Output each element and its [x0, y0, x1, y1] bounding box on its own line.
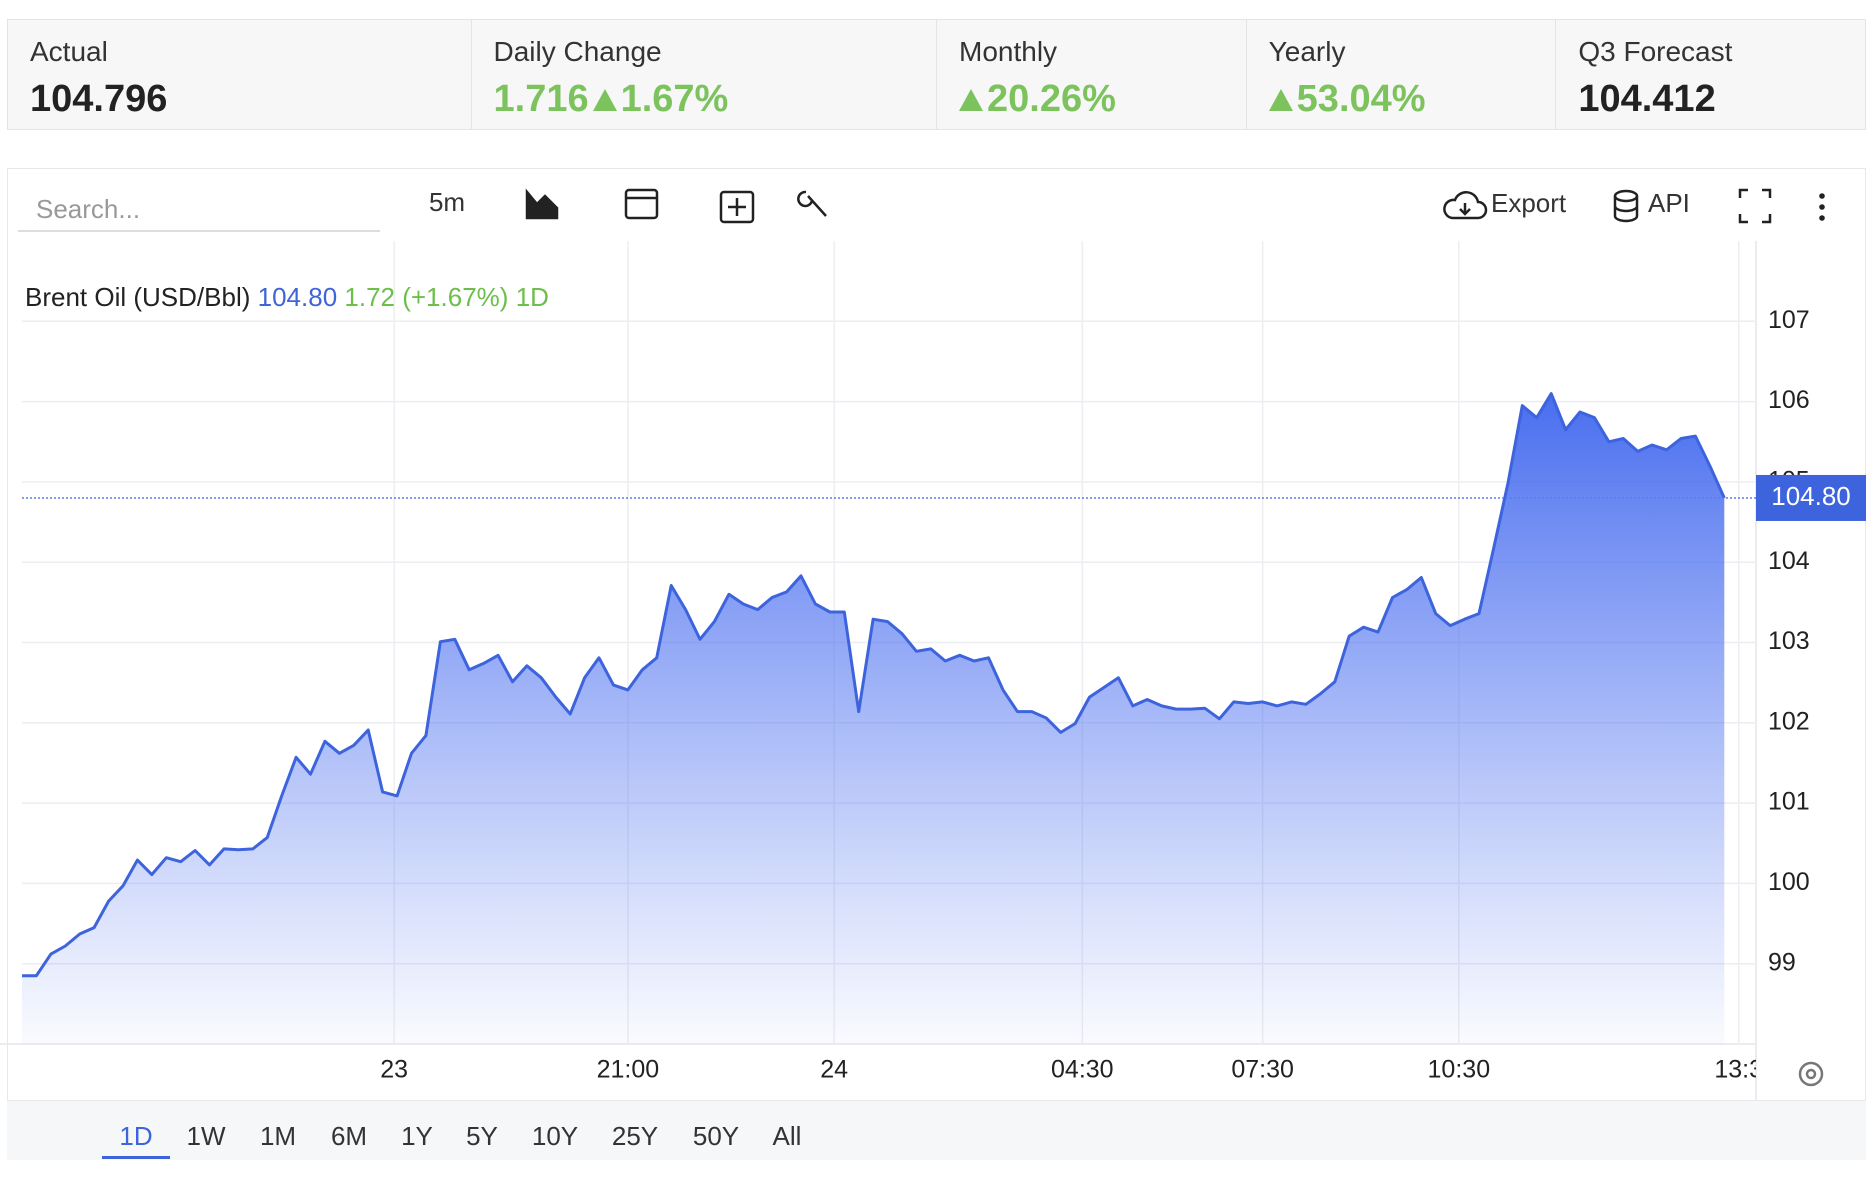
export-button[interactable]: Export	[1491, 188, 1567, 218]
interval-button[interactable]: 5m	[429, 187, 465, 217]
range-button[interactable]: 10Y	[531, 1121, 579, 1151]
range-button[interactable]: 5Y	[466, 1121, 498, 1151]
x-tick-label: 04:30	[1051, 1056, 1114, 1084]
gear	[1798, 1061, 1824, 1087]
tools-icon[interactable]	[797, 190, 827, 217]
y-tick-label: 102	[1768, 707, 1810, 735]
range-button[interactable]: 25Y	[611, 1121, 659, 1151]
stat-value: 1.716	[493, 78, 589, 120]
y-tick-label: 106	[1768, 386, 1810, 414]
area	[22, 393, 1725, 1045]
indicator-icon[interactable]	[719, 190, 755, 224]
range-button[interactable]: 1W	[186, 1121, 226, 1151]
price-badge-label: 104.80	[1771, 481, 1851, 511]
api-icon	[1613, 196, 1639, 223]
up-arrow	[592, 89, 617, 111]
stat: Yearly 53.04%	[1247, 20, 1557, 129]
stat-value: 20.26%	[959, 78, 1246, 121]
menu-icon[interactable]	[1819, 193, 1825, 221]
stat-change: 1.67%	[620, 78, 729, 120]
legend-price: 104.80	[257, 282, 338, 312]
stat-value: 104.412	[1578, 78, 1716, 120]
x-tick-label: 13:3	[1714, 1056, 1763, 1084]
stat-value: 104.796	[30, 78, 168, 120]
y-tick-label: 103	[1768, 627, 1810, 655]
api-icon[interactable]	[1613, 189, 1639, 203]
y-tick-label: 101	[1768, 788, 1810, 816]
stat-value: 1.716 1.67%	[494, 78, 937, 121]
y-tick-label: 99	[1768, 948, 1796, 976]
menu-dot	[1819, 204, 1825, 210]
indicator-icon	[728, 198, 746, 216]
stat-label: Q3 Forecast	[1578, 36, 1733, 67]
range-button[interactable]: 1M	[259, 1121, 297, 1151]
stat: Daily Change 1.716 1.67%	[472, 20, 937, 129]
y-tick-label: 100	[1768, 868, 1810, 896]
stat: Q3 Forecast 104.412	[1556, 20, 1865, 129]
settings-icon[interactable]	[1798, 1061, 1824, 1087]
stat-label: Monthly	[959, 36, 1058, 67]
up-arrow	[1268, 89, 1293, 111]
stat-label: Yearly	[1268, 36, 1346, 67]
chart-legend: Brent Oil (USD/Bbl) 104.80 1.72 (+1.67%)…	[25, 282, 549, 313]
range-button[interactable]: All	[772, 1121, 802, 1151]
x-tick-label: 24	[820, 1056, 848, 1084]
x-labels: 23 21:00 24 04:30 07:30 10:30 13:3	[380, 1056, 1763, 1084]
stat-change: 20.26%	[987, 78, 1116, 120]
line	[22, 392, 1726, 978]
up-arrow	[959, 89, 983, 111]
stat: Monthly 20.26%	[937, 20, 1247, 129]
export-icon[interactable]	[1443, 191, 1488, 220]
x-tick-label: 07:30	[1231, 1056, 1294, 1084]
y-tick-label: 107	[1768, 306, 1810, 334]
stats-bar: Actual 104.796 Daily Change 1.716 1.67% M…	[7, 19, 1866, 130]
stat-value: 53.04%	[1268, 78, 1556, 121]
gear-center	[1805, 1068, 1817, 1080]
range-bar: 1D 1W 1M 6M 1Y 5Y 10Y 25Y 50Y All	[7, 1100, 1866, 1160]
stat: Actual 104.796	[8, 20, 472, 129]
menu-dot	[1819, 215, 1825, 221]
price-badge	[1756, 474, 1866, 521]
stat-label: Daily Change	[493, 36, 662, 67]
menu-dot	[1819, 193, 1825, 199]
active-underline	[102, 1156, 170, 1159]
x-tick-label: 10:30	[1428, 1056, 1491, 1084]
x-tick-label: 21:00	[597, 1056, 660, 1084]
api-button[interactable]: API	[1648, 188, 1690, 218]
range-button[interactable]: 6M	[330, 1121, 368, 1151]
x-tick-label: 23	[380, 1056, 408, 1084]
range-button[interactable]: 50Y	[692, 1121, 740, 1151]
chart-type-icon[interactable]	[525, 188, 559, 220]
search-input[interactable]: Search...	[36, 194, 140, 224]
range-button[interactable]: 1Y	[401, 1121, 433, 1151]
legend-name: Brent Oil (USD/Bbl)	[25, 282, 251, 312]
y-tick-label: 104	[1768, 547, 1810, 575]
legend-period: 1D	[515, 282, 549, 312]
calendar-icon[interactable]	[624, 188, 659, 220]
fullscreen-icon[interactable]	[1738, 188, 1772, 224]
range-button[interactable]: 1D	[119, 1121, 153, 1151]
stat-label: Actual	[30, 36, 108, 67]
stat-change: 53.04%	[1296, 78, 1426, 120]
legend-change: 1.72 (+1.67%)	[344, 282, 509, 312]
toolbar-icons	[525, 188, 1772, 224]
